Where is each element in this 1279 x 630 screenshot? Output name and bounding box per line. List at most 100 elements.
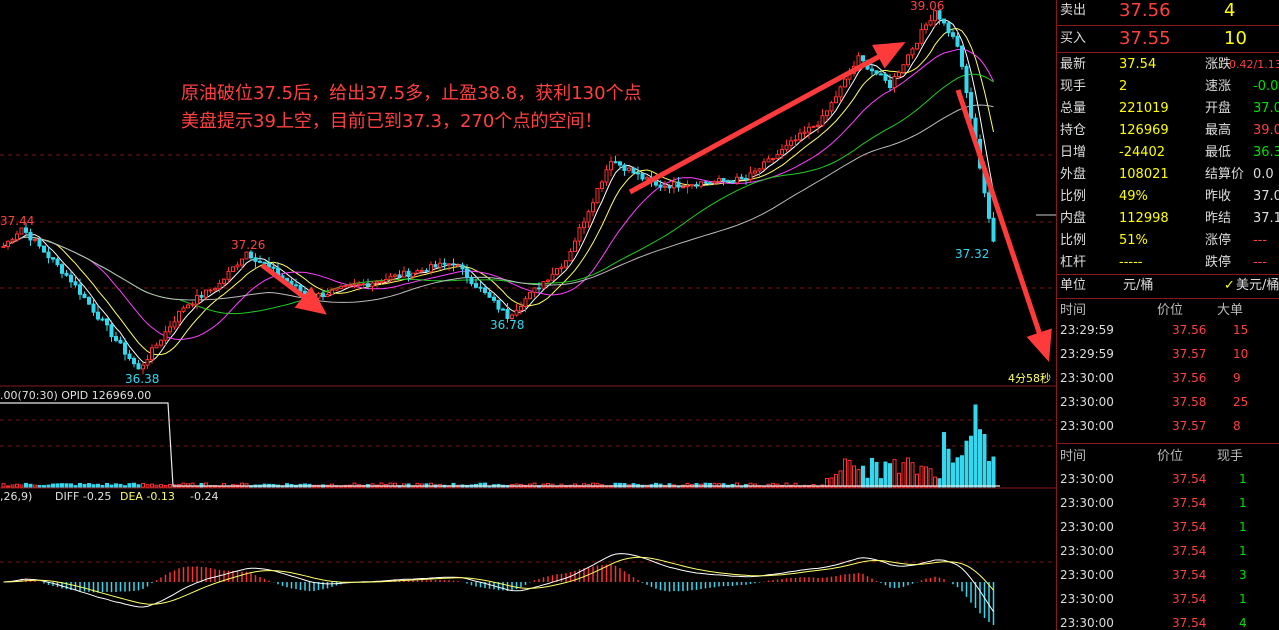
unit-row[interactable]: 单位 元/桶 ✓ 美元/桶 — [1057, 275, 1279, 297]
candle-body — [109, 324, 114, 338]
candle-body — [955, 35, 960, 47]
candle-body — [771, 157, 775, 160]
candle-body — [600, 181, 604, 189]
candle-body — [591, 202, 595, 213]
candle-body — [991, 217, 996, 242]
volume-bar — [393, 482, 397, 488]
stat-value-2: 37.1 — [1253, 211, 1279, 226]
tick-price: 37.54 — [1172, 520, 1207, 534]
volume-bar — [708, 482, 712, 488]
volume-bar — [24, 482, 28, 488]
candle-body — [708, 182, 712, 185]
candle-body — [582, 221, 586, 229]
sep-4 — [1057, 298, 1279, 299]
volume-bar — [933, 476, 937, 488]
volume-bar — [924, 466, 928, 488]
candle-body — [132, 358, 136, 365]
volume-bar — [451, 482, 456, 488]
candle-body — [415, 270, 420, 274]
tick-price: 37.54 — [1172, 496, 1207, 510]
volume-bar — [100, 484, 105, 488]
volume-bar — [82, 483, 87, 488]
kline-chart[interactable]: 37.44 36.38 37.26 36.78 39.06 37.32 原油破位… — [0, 0, 1056, 630]
volume-bar — [483, 482, 487, 488]
candle-body — [163, 331, 168, 341]
candle-body — [492, 296, 496, 301]
candle-body — [667, 185, 672, 189]
order-qty: 15 — [1233, 323, 1249, 337]
candle-body — [442, 262, 447, 265]
candle-body — [433, 264, 438, 268]
order-price: 37.57 — [1172, 419, 1207, 433]
candle-body — [550, 273, 555, 281]
candle-body — [766, 158, 771, 163]
candle-body — [753, 170, 757, 174]
volume-bar — [721, 483, 726, 488]
candle-body — [519, 305, 523, 311]
candle-body — [222, 278, 226, 284]
tick-price: 37.54 — [1172, 472, 1207, 486]
candle-body — [928, 20, 933, 26]
candle-body — [114, 336, 118, 341]
tick-header-time: 时间 — [1060, 449, 1087, 464]
volume-bar — [190, 482, 195, 488]
candle-body — [213, 288, 217, 291]
volume-bar — [105, 482, 109, 488]
candle-body — [195, 294, 199, 305]
volume-bar — [78, 482, 82, 488]
candle-body — [69, 274, 73, 283]
candle-body — [816, 124, 820, 127]
candle-body — [37, 238, 42, 247]
candle-body — [537, 287, 541, 290]
buy-row[interactable]: 买入 37.55 10 — [1057, 28, 1279, 52]
volume-bar — [982, 434, 987, 488]
sell-row[interactable]: 卖出 37.56 4 — [1057, 0, 1279, 27]
candle-body — [793, 139, 798, 142]
stat-row: 总量 221019 开盘 37.0 — [1057, 98, 1279, 120]
candle-body — [546, 279, 550, 283]
volume-bar — [55, 483, 60, 488]
volume-bar — [352, 482, 357, 488]
volume-bar — [622, 483, 627, 488]
volume-bar — [825, 478, 829, 488]
candle-body — [775, 153, 780, 159]
big-header-qty: 大单 — [1217, 303, 1244, 318]
candle-body — [150, 347, 154, 361]
annotation-line-1: 原油破位37.5后，给出37.5多，止盈38.8，获利130个点 — [181, 83, 642, 104]
stat-row: 杠杆 ----- 跌停 --- — [1057, 252, 1279, 274]
macd-diff: DIFF -0.25 — [55, 490, 111, 503]
candle-body — [154, 344, 159, 349]
volume-bar — [928, 468, 933, 488]
candle-body — [82, 293, 87, 299]
big-order-row: 23:29:59 37.56 15 — [1057, 318, 1279, 342]
candle-body — [568, 251, 573, 262]
candle-body — [645, 177, 649, 180]
volume-bar — [793, 482, 798, 488]
candle-body — [636, 172, 640, 175]
volume-bar — [240, 482, 244, 488]
candle-body — [447, 263, 451, 266]
candle-body — [640, 173, 645, 180]
volume-bar — [204, 482, 208, 488]
stat-value: 108021 — [1119, 167, 1169, 182]
order-qty: 8 — [1233, 419, 1241, 433]
stat-label-2: 最低 — [1205, 145, 1232, 160]
order-price: 37.56 — [1172, 323, 1207, 337]
candle-body — [460, 264, 465, 270]
stat-value: 126969 — [1119, 123, 1169, 138]
candle-body — [532, 287, 537, 293]
candle-body — [384, 278, 388, 283]
annotation-line-2: 美盘提示39上空，目前已到37.3，270个点的空间！ — [181, 111, 602, 132]
candle-body — [294, 284, 298, 287]
candle-body — [271, 266, 276, 269]
candle-body — [937, 10, 942, 20]
volume-bar — [595, 482, 600, 488]
volume-bar — [946, 448, 951, 488]
macd-diff-line — [3, 553, 994, 612]
candle-body — [181, 307, 186, 312]
candle-body — [429, 264, 433, 273]
candle-body — [60, 264, 64, 274]
candle-body — [55, 258, 60, 266]
candle-body — [690, 184, 694, 187]
candle-body — [262, 261, 267, 265]
